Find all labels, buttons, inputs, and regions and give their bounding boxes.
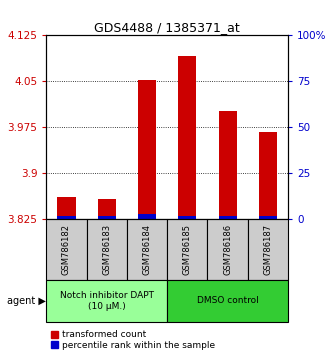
Text: GSM786184: GSM786184 <box>143 224 152 275</box>
Bar <box>167 219 208 280</box>
Bar <box>57 197 75 219</box>
Text: DMSO control: DMSO control <box>197 296 259 306</box>
Text: GSM786185: GSM786185 <box>183 224 192 275</box>
Bar <box>218 216 237 219</box>
Bar <box>138 80 156 219</box>
Bar <box>248 219 288 280</box>
Bar <box>57 216 75 219</box>
Bar <box>98 199 116 219</box>
Text: GSM786182: GSM786182 <box>62 224 71 275</box>
Text: Notch inhibitor DAPT
(10 μM.): Notch inhibitor DAPT (10 μM.) <box>60 291 154 310</box>
Bar <box>46 219 87 280</box>
Bar <box>87 219 127 280</box>
Text: agent ▶: agent ▶ <box>8 296 46 306</box>
Text: GSM786183: GSM786183 <box>102 224 111 275</box>
Text: GSM786186: GSM786186 <box>223 224 232 275</box>
Text: GSM786187: GSM786187 <box>263 224 272 275</box>
Bar <box>218 111 237 219</box>
Legend: transformed count, percentile rank within the sample: transformed count, percentile rank withi… <box>51 330 215 350</box>
Bar <box>259 216 277 219</box>
Bar <box>259 132 277 219</box>
Bar <box>46 280 167 322</box>
Bar <box>178 216 196 219</box>
Title: GDS4488 / 1385371_at: GDS4488 / 1385371_at <box>94 21 240 34</box>
Bar <box>138 214 156 219</box>
Bar <box>127 219 167 280</box>
Bar <box>98 216 116 219</box>
Bar <box>178 56 196 219</box>
Bar <box>167 280 288 322</box>
Bar <box>208 219 248 280</box>
